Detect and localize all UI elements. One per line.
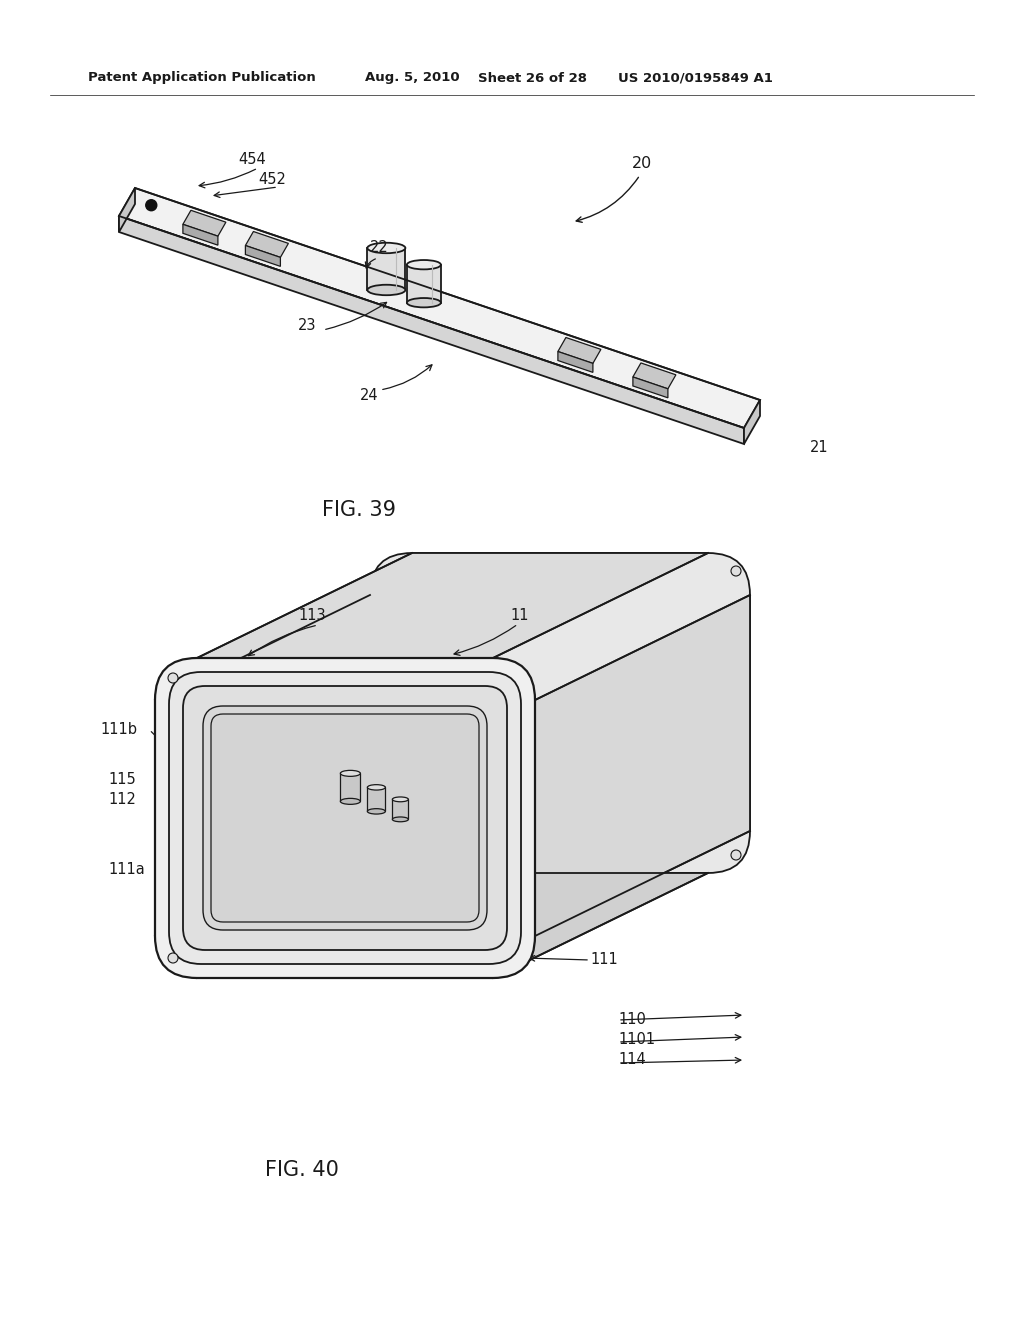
Text: 454: 454 <box>238 153 266 168</box>
Text: 111b: 111b <box>100 722 137 738</box>
Polygon shape <box>744 400 760 444</box>
Polygon shape <box>246 231 289 257</box>
Ellipse shape <box>407 260 441 269</box>
FancyBboxPatch shape <box>183 686 507 950</box>
Polygon shape <box>392 800 409 820</box>
Circle shape <box>168 953 178 964</box>
Text: US 2010/0195849 A1: US 2010/0195849 A1 <box>618 71 773 84</box>
Polygon shape <box>407 265 441 302</box>
Text: 114: 114 <box>618 1052 646 1068</box>
Polygon shape <box>119 187 135 232</box>
FancyBboxPatch shape <box>211 714 479 921</box>
Polygon shape <box>535 595 750 936</box>
Polygon shape <box>558 351 593 372</box>
Polygon shape <box>119 187 760 428</box>
FancyBboxPatch shape <box>370 553 750 873</box>
Text: 21: 21 <box>810 441 828 455</box>
Polygon shape <box>183 224 218 246</box>
Polygon shape <box>340 774 360 801</box>
Circle shape <box>168 673 178 682</box>
Text: 22: 22 <box>370 239 389 255</box>
Text: 452: 452 <box>258 173 286 187</box>
Text: Sheet 26 of 28: Sheet 26 of 28 <box>478 71 587 84</box>
Text: FIG. 39: FIG. 39 <box>322 500 396 520</box>
Polygon shape <box>558 338 601 363</box>
Ellipse shape <box>368 285 406 296</box>
Text: 11: 11 <box>510 609 528 623</box>
Polygon shape <box>368 787 385 812</box>
Text: 111: 111 <box>590 953 617 968</box>
Text: 111a: 111a <box>108 862 144 878</box>
Ellipse shape <box>368 809 385 814</box>
Polygon shape <box>633 363 676 389</box>
Polygon shape <box>119 216 744 444</box>
Text: 116: 116 <box>406 681 434 696</box>
Text: 1150: 1150 <box>438 702 475 718</box>
Ellipse shape <box>407 298 441 308</box>
Text: Aug. 5, 2010: Aug. 5, 2010 <box>365 71 460 84</box>
Polygon shape <box>183 210 226 236</box>
Ellipse shape <box>368 243 406 253</box>
Polygon shape <box>197 553 708 657</box>
Ellipse shape <box>340 771 360 776</box>
Text: 115: 115 <box>108 772 136 788</box>
Polygon shape <box>197 873 708 978</box>
Text: 24: 24 <box>360 388 379 403</box>
Ellipse shape <box>368 784 385 791</box>
Polygon shape <box>368 248 406 290</box>
Ellipse shape <box>340 799 360 804</box>
Circle shape <box>731 566 741 576</box>
Text: 110: 110 <box>618 1012 646 1027</box>
Ellipse shape <box>392 797 409 801</box>
Circle shape <box>145 199 157 211</box>
Text: 1101: 1101 <box>618 1032 655 1048</box>
FancyBboxPatch shape <box>169 672 521 964</box>
Polygon shape <box>633 378 668 397</box>
Text: 23: 23 <box>298 318 316 333</box>
Circle shape <box>731 850 741 861</box>
Polygon shape <box>246 246 281 267</box>
Text: 113: 113 <box>298 609 326 623</box>
FancyBboxPatch shape <box>155 657 535 978</box>
FancyBboxPatch shape <box>203 706 487 931</box>
Text: 20: 20 <box>632 156 652 170</box>
Ellipse shape <box>392 817 409 822</box>
Text: Patent Application Publication: Patent Application Publication <box>88 71 315 84</box>
Text: 112: 112 <box>108 792 136 808</box>
Text: FIG. 40: FIG. 40 <box>265 1160 339 1180</box>
